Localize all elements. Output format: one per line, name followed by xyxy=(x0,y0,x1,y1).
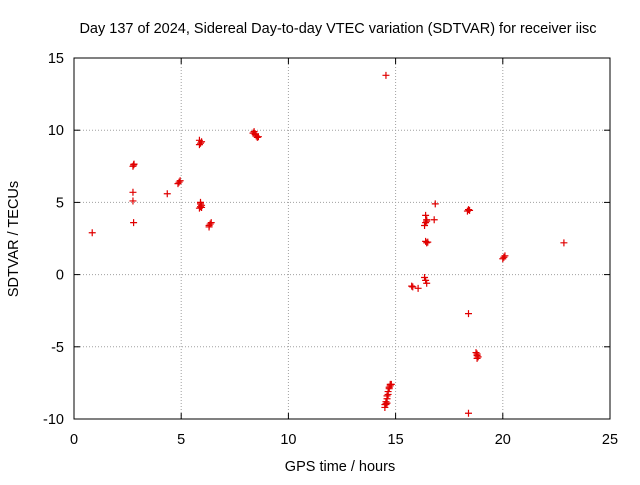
data-point xyxy=(129,188,137,196)
data-point xyxy=(430,216,438,224)
x-tick-label: 0 xyxy=(70,432,78,448)
y-tick-label: 0 xyxy=(56,268,64,284)
x-tick-label: 25 xyxy=(602,432,618,448)
data-point xyxy=(423,239,431,247)
data-point xyxy=(176,177,184,185)
plot-frame xyxy=(73,57,611,420)
y-tick-label: 5 xyxy=(56,195,64,211)
data-points-layer xyxy=(88,71,568,417)
y-axis-label: SDTVAR / TECUs xyxy=(6,181,22,297)
data-point xyxy=(175,178,183,186)
data-point xyxy=(163,190,171,198)
data-point xyxy=(423,217,431,225)
data-point xyxy=(414,284,422,292)
data-point xyxy=(464,206,472,214)
data-point xyxy=(431,200,439,208)
data-point xyxy=(500,253,508,261)
grid-layer xyxy=(74,58,610,419)
data-point xyxy=(409,283,417,291)
data-point xyxy=(253,133,261,141)
data-point xyxy=(129,197,137,205)
y-tick-label: 10 xyxy=(48,123,64,139)
data-point xyxy=(205,222,213,230)
data-point xyxy=(130,160,138,168)
data-point xyxy=(560,239,568,247)
data-point xyxy=(386,382,394,390)
y-tick-label: 15 xyxy=(48,51,64,67)
data-point xyxy=(383,399,391,407)
tick-label-layer: 0 5 10 15 20 25 -10 -5 0 5 10 15 xyxy=(43,51,618,448)
data-point xyxy=(196,200,204,208)
data-point xyxy=(195,136,203,144)
data-point xyxy=(382,71,390,79)
data-point xyxy=(251,130,259,138)
data-point xyxy=(464,310,472,318)
data-point xyxy=(464,409,472,417)
data-point xyxy=(408,282,416,290)
data-point xyxy=(383,392,391,400)
x-tick-label: 10 xyxy=(280,432,296,448)
data-point xyxy=(198,203,206,211)
data-point xyxy=(387,380,395,388)
data-point xyxy=(466,206,474,214)
y-tick-label: -10 xyxy=(43,412,64,428)
data-point xyxy=(88,229,96,237)
data-point xyxy=(501,252,509,260)
data-point xyxy=(422,211,430,219)
data-point xyxy=(424,238,432,246)
x-tick-label: 15 xyxy=(388,432,404,448)
chart-title: Day 137 of 2024, Sidereal Day-to-day VTE… xyxy=(79,21,596,37)
data-point xyxy=(382,400,390,408)
x-axis-label: GPS time / hours xyxy=(285,459,395,475)
data-point xyxy=(473,350,481,358)
data-point xyxy=(206,220,214,228)
data-point xyxy=(423,279,431,287)
data-point xyxy=(130,219,138,227)
y-tick-label: -5 xyxy=(51,340,64,356)
x-tick-label: 5 xyxy=(177,432,185,448)
x-tick-label: 20 xyxy=(495,432,511,448)
